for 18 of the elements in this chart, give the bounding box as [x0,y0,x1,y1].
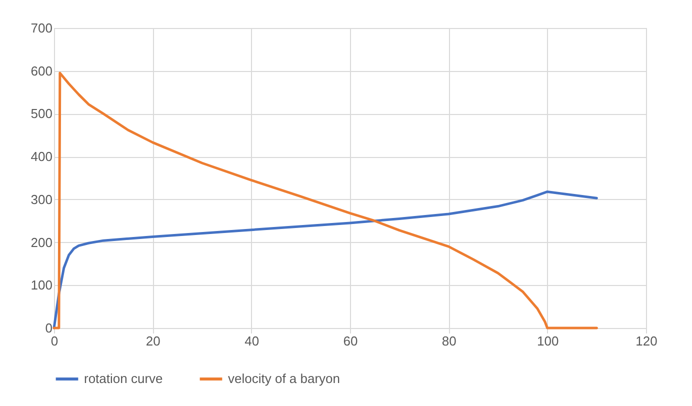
y-tick-label: 100 [30,278,52,293]
y-tick-label: 0 [45,320,52,336]
x-tick-label: 80 [442,334,456,348]
y-tick-label: 200 [30,234,52,250]
y-tick-label: 300 [30,192,52,207]
y-tick-label: 500 [30,106,52,122]
x-tick-label: 60 [343,334,358,348]
line-series [52,72,598,330]
x-tick-label: 100 [536,334,559,348]
x-tick-label: 120 [636,334,658,348]
y-tick-label: 400 [30,149,52,164]
y-tick-label: 600 [30,63,52,78]
line-series [52,190,598,330]
legend-label: rotation curve [84,371,163,386]
x-tick-label: 20 [146,334,160,348]
legend-label: velocity of a baryon [228,371,340,386]
y-tick-label: 700 [30,20,52,36]
x-tick-label: 40 [244,334,260,348]
